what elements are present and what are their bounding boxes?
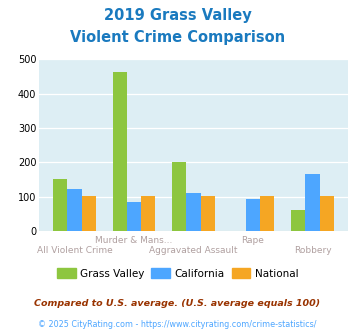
Text: Violent Crime Comparison: Violent Crime Comparison xyxy=(70,30,285,45)
Bar xyxy=(53,179,67,231)
Bar xyxy=(67,189,82,231)
Bar xyxy=(186,193,201,231)
Text: Aggravated Assault: Aggravated Assault xyxy=(149,246,238,255)
Bar xyxy=(141,196,155,231)
Bar xyxy=(320,196,334,231)
Text: Robbery: Robbery xyxy=(294,246,331,255)
Bar xyxy=(291,210,305,231)
Bar xyxy=(82,196,96,231)
Bar xyxy=(172,162,186,231)
Bar xyxy=(246,199,260,231)
Text: Rape: Rape xyxy=(241,236,264,245)
Bar xyxy=(260,196,274,231)
Bar xyxy=(113,72,127,231)
Text: 2019 Grass Valley: 2019 Grass Valley xyxy=(104,8,251,23)
Text: Compared to U.S. average. (U.S. average equals 100): Compared to U.S. average. (U.S. average … xyxy=(34,299,321,308)
Text: Murder & Mans...: Murder & Mans... xyxy=(95,236,173,245)
Bar xyxy=(201,196,215,231)
Text: © 2025 CityRating.com - https://www.cityrating.com/crime-statistics/: © 2025 CityRating.com - https://www.city… xyxy=(38,320,317,329)
Bar xyxy=(305,174,320,231)
Bar xyxy=(127,202,141,231)
Legend: Grass Valley, California, National: Grass Valley, California, National xyxy=(53,264,302,283)
Text: All Violent Crime: All Violent Crime xyxy=(37,246,113,255)
